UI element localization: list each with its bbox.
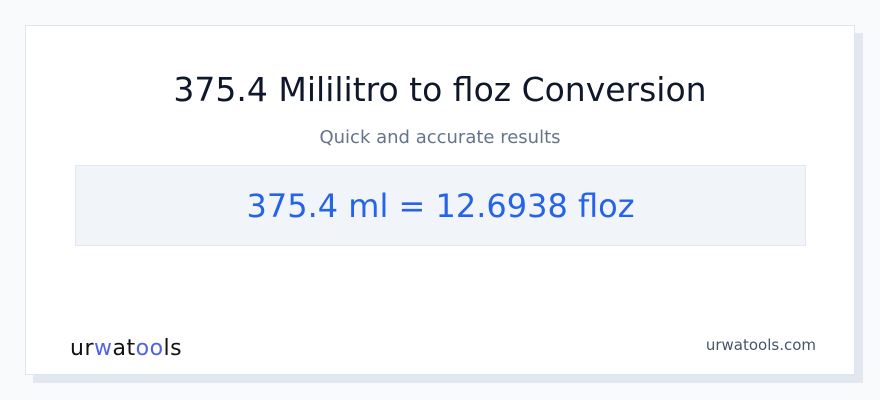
- logo-text: at: [112, 336, 136, 361]
- subtitle: Quick and accurate results: [319, 127, 561, 148]
- page-title: 375.4 Mililitro to floz Conversion: [173, 70, 707, 109]
- conversion-card: 375.4 Mililitro to floz Conversion Quick…: [25, 25, 855, 375]
- urwatools-logo: urwatools: [70, 336, 182, 361]
- result-box: 375.4 ml = 12.6938 floz: [75, 165, 806, 246]
- logo-text-accent: w: [94, 336, 113, 361]
- logo-text: ls: [163, 336, 183, 361]
- site-url: urwatools.com: [705, 336, 816, 354]
- result-text: 375.4 ml = 12.6938 floz: [246, 186, 635, 225]
- logo-text: ur: [70, 336, 94, 361]
- logo-text-accent: oo: [135, 336, 164, 361]
